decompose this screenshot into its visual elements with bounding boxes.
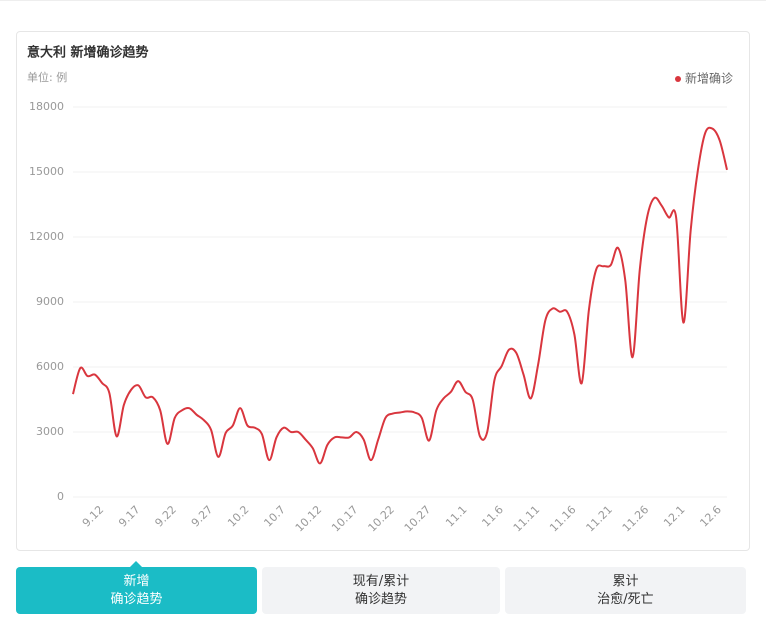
x-tick-label: 11.1	[443, 503, 470, 530]
x-tick-label: 10.2	[225, 503, 252, 530]
x-tick-label: 11.26	[620, 503, 651, 534]
tab-pointer	[130, 561, 142, 567]
y-tick-label: 9000	[36, 295, 64, 308]
x-tick-label: 11.6	[479, 503, 506, 530]
chart-card	[16, 31, 750, 551]
divider	[0, 0, 766, 1]
x-tick-label: 10.12	[293, 503, 324, 534]
unit-label: 单位: 例	[27, 70, 67, 84]
line-series	[72, 126, 728, 465]
legend-marker	[675, 76, 681, 82]
tab[interactable]: 新增 确诊趋势	[16, 567, 257, 614]
x-tick-label: 10.17	[329, 503, 360, 534]
x-tick-label: 12.6	[697, 503, 724, 530]
tab-label: 治愈/死亡	[597, 591, 654, 607]
x-tick-label: 10.22	[366, 503, 397, 534]
tab-label: 累计	[612, 573, 639, 589]
y-tick-label: 18000	[29, 100, 64, 113]
x-tick-label: 9.12	[80, 503, 107, 530]
x-tick-label: 9.22	[152, 503, 179, 530]
x-tick-label: 11.11	[511, 503, 542, 534]
x-tick-label: 11.16	[547, 503, 578, 534]
chart-title: 意大利 新增确诊趋势	[27, 45, 149, 61]
tab-label: 确诊趋势	[110, 591, 163, 607]
x-tick-label: 10.27	[402, 503, 433, 534]
tab[interactable]: 现有/累计确诊趋势	[262, 567, 500, 614]
x-tick-label: 11.21	[584, 503, 615, 534]
tab-label: 确诊趋势	[354, 591, 407, 607]
y-tick-label: 0	[57, 490, 64, 503]
y-tick-label: 15000	[29, 165, 64, 178]
x-tick-label: 12.1	[661, 503, 688, 530]
chart: 意大利 新增确诊趋势 单位: 例 0 3000 6000 9000 12000 15000…	[27, 45, 733, 535]
tab[interactable]: 累计治愈/死亡	[505, 567, 746, 614]
tab-label: 新增	[123, 573, 150, 589]
x-tick-label: 9.27	[189, 503, 216, 530]
legend-label: 新增确诊	[685, 71, 733, 86]
x-tick-label: 10.7	[261, 503, 288, 530]
y-tick-label: 12000	[29, 230, 64, 243]
tab-label: 现有/累计	[352, 573, 410, 589]
x-tick-label: 9.17	[116, 503, 143, 530]
y-tick-label: 3000	[36, 425, 64, 438]
y-tick-label: 6000	[36, 360, 64, 373]
